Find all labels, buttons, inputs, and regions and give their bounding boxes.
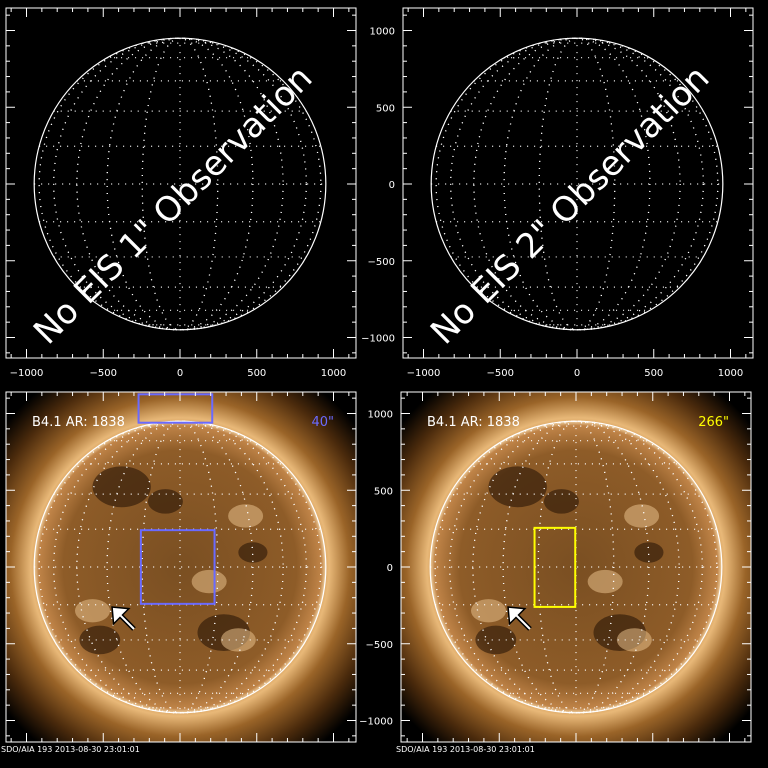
x-tick-label: 500 (247, 368, 266, 379)
y-tick-label: −1000 (359, 717, 393, 728)
eis-raster-box (533, 526, 577, 608)
coronal-hole (147, 489, 183, 514)
active-region (75, 599, 111, 623)
active-region (624, 504, 660, 528)
longitude-line (472, 420, 680, 714)
plot-area (401, 392, 751, 742)
plot-area (6, 392, 356, 742)
active-region (616, 628, 652, 652)
y-tick-label: −1000 (361, 334, 395, 345)
panel-label: B4.1 AR: 1838 (427, 415, 520, 430)
longitude-line (38, 37, 322, 331)
slit-label: 266" (698, 415, 729, 430)
longitude-line (537, 420, 615, 714)
longitude-line (53, 37, 307, 331)
x-tick-label: 500 (644, 368, 663, 379)
longitude-line (449, 420, 703, 714)
longitude-line (435, 37, 719, 331)
y-tick-label: 1000 (370, 27, 395, 38)
footer-text: SDO/AIA 193 2013-08-30 23:01:01 (1, 745, 140, 754)
no-observation-text: No EIS 2" Observation (423, 58, 717, 352)
longitude-line (106, 420, 254, 714)
coronal-hole (543, 489, 579, 514)
eis-raster-box (137, 393, 214, 424)
active-region (191, 569, 227, 594)
arrow-icon (508, 607, 531, 630)
x-tick-label: 0 (574, 368, 580, 379)
slit-label: 40" (311, 415, 334, 430)
eis-raster-box (139, 529, 216, 605)
active-region (228, 504, 264, 528)
coronal-hole (475, 625, 517, 655)
longitude-line (502, 420, 650, 714)
coronal-hole (79, 625, 121, 655)
footer-text: SDO/AIA 193 2013-08-30 23:01:01 (396, 745, 535, 754)
panel-tl: No EIS 1" Observation −1000 −500 0 500 1000 (5, 7, 357, 379)
longitude-line (106, 37, 254, 331)
panel-bl: B4.1 AR: 1838 40" SDO/AIA 193 2013-08-30 2… (1, 391, 357, 754)
coronal-hole (238, 542, 268, 563)
longitude-line (538, 37, 616, 331)
plot-area (33, 37, 327, 331)
panel-label: B4.1 AR: 1838 (32, 415, 125, 430)
x-tick-label: 1000 (321, 368, 346, 379)
plot-area (430, 37, 724, 331)
active-region (587, 569, 623, 594)
y-tick-label: 500 (376, 103, 395, 114)
y-tick-label: −500 (366, 640, 393, 651)
longitude-line (434, 420, 718, 714)
x-tick-label: 0 (177, 368, 183, 379)
coronal-hole (488, 466, 547, 508)
solar-disk (34, 421, 326, 713)
panel-br: B4.1 AR: 1838 266" SDO/AIA 193 2013-08-30 … (359, 391, 752, 754)
y-tick-label: −500 (368, 257, 395, 268)
longitude-line (53, 420, 307, 714)
longitude-line (473, 37, 681, 331)
arrow-icon (112, 607, 135, 630)
x-tick-label: −500 (90, 368, 117, 379)
plot-frame (5, 7, 357, 359)
x-tick-label: −1000 (10, 368, 44, 379)
y-tick-label: 1000 (368, 410, 393, 421)
plot-frame (402, 7, 754, 359)
y-tick-label: 0 (387, 563, 393, 574)
x-tick-label: −1000 (407, 368, 441, 379)
active-region (220, 628, 256, 652)
longitude-line (503, 37, 651, 331)
coronal-hole (92, 466, 151, 508)
y-tick-label: 500 (374, 486, 393, 497)
x-tick-label: 1000 (718, 368, 743, 379)
longitude-line (38, 420, 322, 714)
active-region (471, 599, 507, 623)
no-observation-text: No EIS 1" Observation (26, 58, 320, 352)
coronal-hole (634, 542, 664, 563)
x-tick-label: −500 (487, 368, 514, 379)
longitude-line (76, 37, 284, 331)
y-tick-label: 0 (389, 180, 395, 191)
panel-tr: No EIS 2" Observation −1000 −1000 −500 −500 0… (361, 7, 754, 379)
longitude-line (450, 37, 704, 331)
longitude-line (76, 420, 284, 714)
